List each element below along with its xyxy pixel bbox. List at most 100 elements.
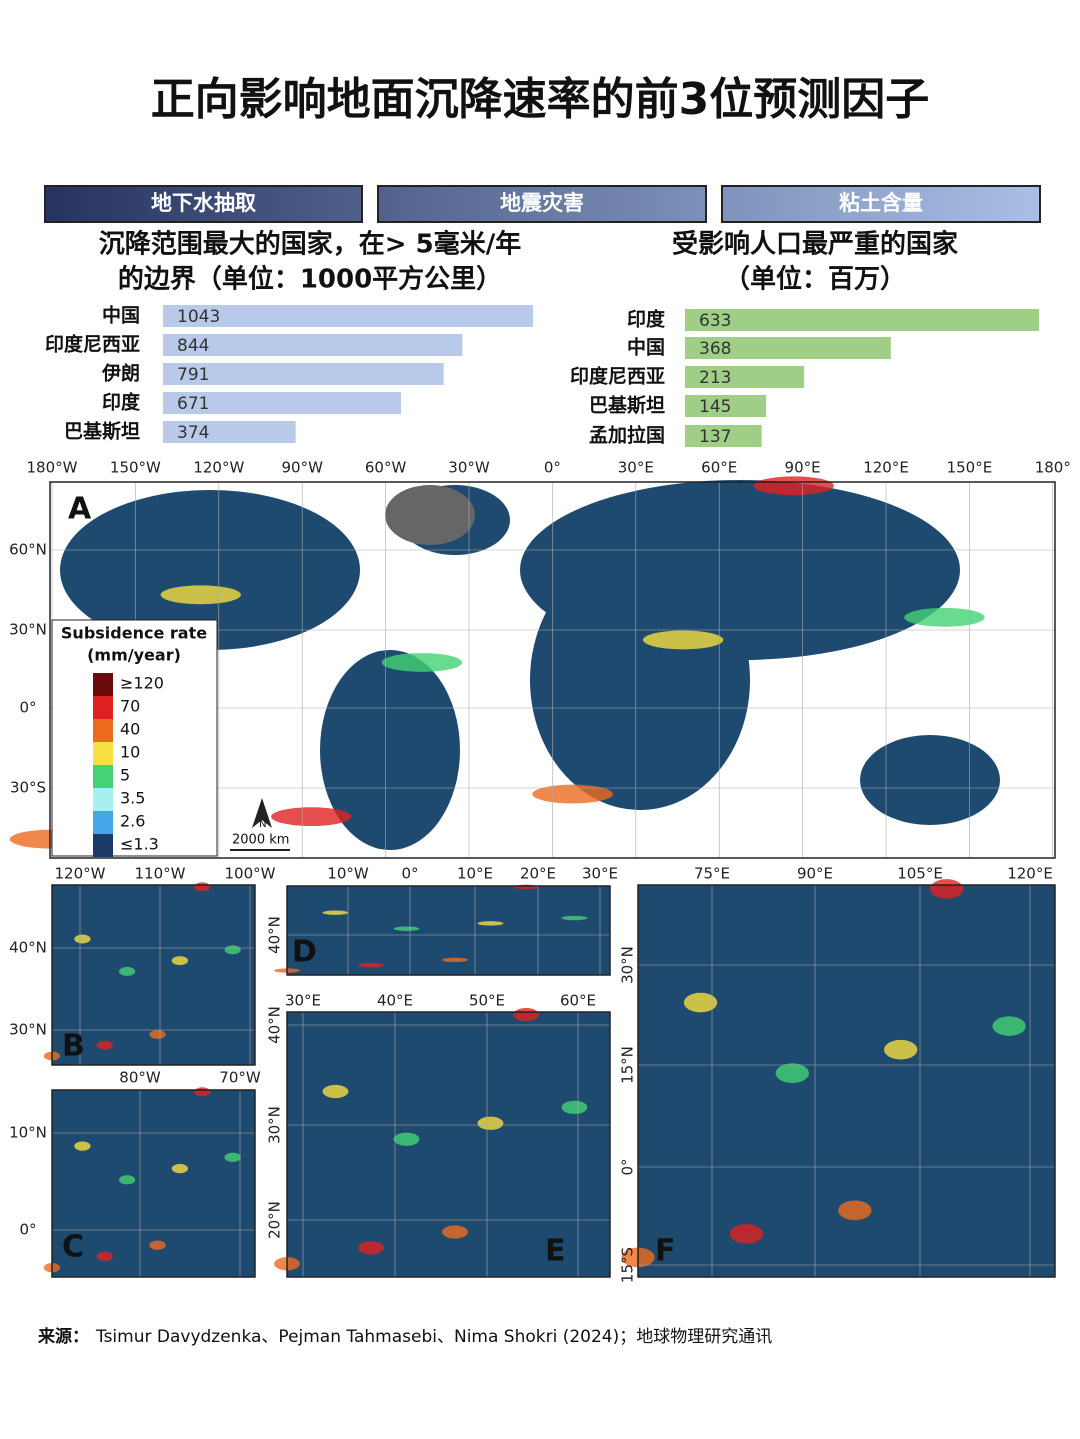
subsidence-patch: [118, 966, 136, 976]
category-label: 印度: [627, 308, 666, 331]
bar: [163, 305, 533, 327]
value-label: 137: [699, 427, 731, 447]
value-label: 1043: [177, 307, 220, 327]
value-label: 791: [177, 365, 209, 385]
chart-title: 的边界（单位：1000平方公里）: [118, 264, 502, 295]
x-tick-label: 150°E: [947, 459, 993, 477]
x-tick-label: 120°E: [863, 459, 909, 477]
x-tick-label: 30°E: [618, 459, 654, 477]
subsidence-patch: [224, 945, 241, 955]
x-tick-label: 50°E: [469, 992, 505, 1010]
legend-swatch: [93, 765, 113, 788]
x-tick-label: 30°E: [582, 865, 618, 883]
x-tick-label: 10°E: [457, 865, 493, 883]
legend-swatch: [93, 673, 113, 696]
subsidence-patch: [149, 1240, 166, 1250]
subsidence-patch: [74, 934, 91, 944]
land: [520, 480, 960, 660]
tab-gap: [707, 184, 721, 224]
y-tick-label: 30°N: [9, 1021, 47, 1039]
subsidence-patch: [358, 962, 384, 968]
value-label: 844: [177, 336, 209, 356]
map-frame: [51, 1089, 256, 1278]
map-frame: [51, 884, 256, 1066]
x-tick-label: 180°W: [27, 459, 78, 477]
legend-label: ≥120: [120, 674, 164, 693]
subsidence-patch: [729, 1224, 764, 1244]
subsidence-patch: [393, 1132, 420, 1146]
x-tick-label: 10°W: [327, 865, 369, 883]
subsidence-patch: [271, 807, 352, 827]
tab-border: [44, 185, 363, 223]
y-tick-label: 0°: [619, 1158, 637, 1175]
chart-title: （单位：百万）: [724, 264, 906, 295]
value-label: 213: [699, 368, 731, 388]
panel-label: F: [655, 1234, 676, 1269]
map-frame: [286, 885, 611, 976]
y-tick-label: 60°N: [9, 541, 47, 559]
panel-label: E: [545, 1234, 566, 1269]
x-tick-label: 100°W: [225, 865, 276, 883]
legend-swatch: [93, 742, 113, 765]
panel-label: C: [62, 1230, 84, 1265]
x-tick-label: 120°W: [55, 865, 106, 883]
subsidence-patch: [171, 956, 189, 966]
x-tick-label: 180°: [1035, 459, 1071, 477]
map-frame: [49, 481, 1056, 859]
subsidence-patch: [838, 1200, 872, 1221]
land: [860, 735, 1000, 825]
subsidence-patch: [149, 1029, 166, 1039]
subsidence-patch: [477, 1116, 504, 1130]
x-tick-label: 20°E: [520, 865, 556, 883]
subsidence-patch: [642, 630, 724, 650]
subsidence-patch: [904, 607, 985, 627]
x-tick-label: 75°E: [694, 865, 730, 883]
value-label: 368: [699, 339, 731, 359]
legend-box: [51, 619, 218, 857]
subsidence-patch: [381, 653, 463, 672]
legend-swatch: [93, 811, 113, 834]
land: [385, 485, 475, 545]
tab-label: 地震灾害: [500, 191, 584, 215]
category-label: 印度: [102, 391, 141, 414]
x-tick-label: 120°W: [193, 459, 244, 477]
map-frame: [637, 884, 1056, 1278]
value-label: 633: [699, 311, 731, 331]
category-label: 印度尼西亚: [570, 365, 665, 388]
x-tick-label: 40°E: [377, 992, 413, 1010]
category-label: 伊朗: [101, 362, 140, 385]
subsidence-patch: [322, 1084, 349, 1099]
legend-swatch: [93, 834, 113, 857]
tab-border: [377, 185, 707, 223]
x-tick-label: 60°W: [365, 459, 407, 477]
subsidence-patch: [160, 585, 241, 605]
legend-swatch: [93, 788, 113, 811]
source-label: 来源：: [37, 1326, 89, 1347]
category-label: 中国: [102, 304, 140, 327]
bar: [163, 363, 444, 385]
y-tick-label: 40°N: [266, 1006, 284, 1044]
legend-label: 2.6: [120, 812, 145, 831]
y-tick-label: 20°N: [266, 1201, 284, 1239]
subsidence-patch: [753, 476, 834, 496]
x-tick-label: 110°W: [135, 865, 186, 883]
legend-label: ≤1.3: [120, 835, 159, 854]
subsidence-patch: [992, 1016, 1026, 1036]
bar: [163, 392, 402, 414]
value-label: 671: [177, 394, 209, 414]
land: [320, 650, 460, 850]
x-tick-label: 105°E: [897, 865, 943, 883]
y-tick-label: 40°N: [266, 916, 284, 954]
y-tick-label: 30°N: [9, 621, 47, 639]
legend-title: Subsidence rate: [61, 624, 207, 643]
north-arrow: [252, 798, 272, 828]
x-tick-label: 0°: [544, 459, 561, 477]
panel-label: A: [68, 492, 92, 527]
subsidence-patch: [118, 1175, 136, 1185]
subsidence-patch: [532, 784, 613, 804]
legend-label: 3.5: [120, 789, 145, 808]
category-label: 印度尼西亚: [45, 333, 140, 356]
source-text: Tsimur Davydzenka、Pejman Tahmasebi、Nima …: [95, 1327, 772, 1347]
x-tick-label: 0°: [401, 865, 418, 883]
subsidence-patch: [561, 915, 588, 921]
